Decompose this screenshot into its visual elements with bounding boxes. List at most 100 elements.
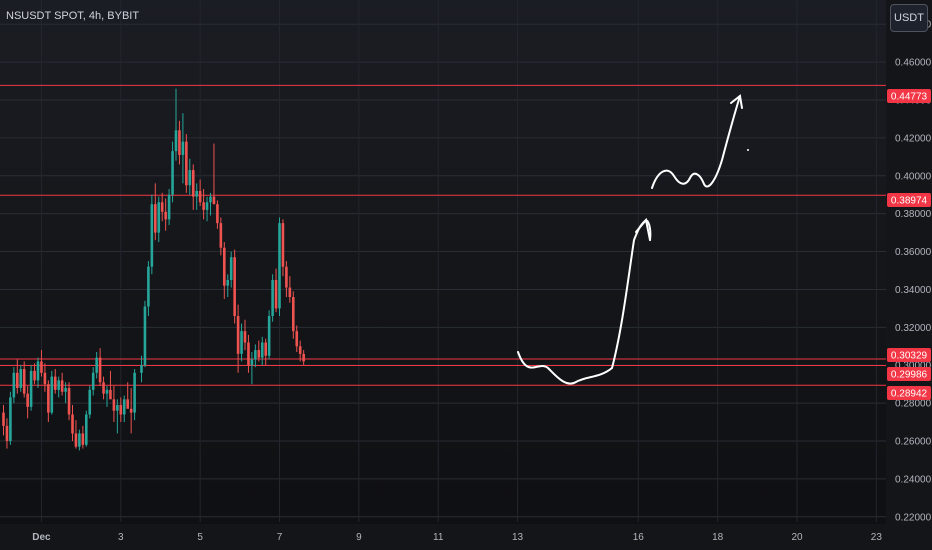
candle-body [185,141,188,186]
time-axis-panel [0,524,886,550]
candle-body [119,405,123,415]
price-tag-label: 0.28942 [891,389,928,400]
candle-body [302,353,305,362]
candle-body [74,433,78,447]
price-tag [887,386,931,400]
candle-body [233,257,236,316]
price-tag-label: 0.30329 [891,351,928,362]
candle-body [102,382,105,394]
candle-body [274,279,278,309]
candle-body [154,204,157,233]
arrow-head-1-drawing[interactable] [635,217,651,241]
candle-body [150,204,154,267]
price-axis: 0.480000.460000.440000.420000.400000.380… [886,0,932,550]
symbol-title: NSUSDT SPOT, 4h, BYBIT [6,10,140,22]
candle-body [267,315,271,356]
candle-body [178,130,181,155]
x-tick-label: 16 [633,532,645,543]
candle-body [105,389,109,394]
candle-body [157,202,161,233]
candle-body [264,342,267,356]
y-tick-label: 0.34000 [895,285,932,296]
y-tick-label: 0.36000 [895,247,932,258]
y-tick-label: 0.24000 [895,474,932,485]
candle-body [240,331,243,354]
y-tick-label: 0.28000 [895,399,932,410]
candle-body [254,350,257,360]
candle-body [60,380,64,392]
y-tick-label: 0.42000 [895,133,932,144]
candle-body [95,357,98,373]
candle-body [247,342,250,366]
candle-body [278,223,281,309]
candle-body [205,202,209,210]
candle-body [295,331,299,347]
x-tick-label: 13 [512,532,524,543]
candle-body [122,399,126,415]
candle-body [129,408,133,413]
candle-body [188,170,192,186]
price-tag [887,89,931,103]
x-tick-label: 18 [712,532,724,543]
candle-body [109,389,112,400]
candle-body [164,211,167,220]
y-tick-label: 0.22000 [895,512,932,523]
x-tick-label: 5 [197,532,203,543]
candle-body [57,380,60,390]
candle-body [50,376,54,413]
candle-body [143,306,147,366]
candle-body [174,130,178,152]
candle-body [81,433,85,445]
price-tag [887,193,931,207]
candle-body [243,331,247,343]
candle-body [181,141,185,155]
candles [2,88,305,451]
candle-body [47,384,50,413]
candle-body [171,151,174,195]
candle-body [88,389,92,415]
candle-body [133,372,136,413]
candle-body [67,387,71,415]
currency-button[interactable]: USDT [890,4,928,32]
y-tick-label: 0.40000 [895,171,932,182]
candle-body [285,266,288,288]
y-tick-label: 0.26000 [895,437,932,448]
candle-body [236,315,240,354]
candle-body [226,279,230,286]
drawing-dot [747,149,749,151]
candle-body [195,190,198,197]
candle-body [85,414,88,445]
candle-body [257,350,261,358]
candle-body [91,372,95,390]
candle-body [40,361,43,373]
candle-body [126,399,129,409]
time-axis: Dec 3 5 7 9 11 13 16 18 20 23 [0,524,886,550]
candle-body [281,223,285,267]
y-tick-label: 0.32000 [895,323,932,334]
candle-body [5,425,9,442]
candle-body [53,376,57,390]
candle-body [22,369,26,394]
candle-body [271,279,274,316]
candle-body [216,204,219,224]
candle-body [29,370,33,407]
projected-path-2-drawing[interactable] [651,95,741,189]
candle-body [98,357,102,383]
grid [0,0,886,522]
candle-body [147,266,150,307]
x-tick-label: 9 [356,532,362,543]
price-tag-label: 0.44773 [891,92,928,103]
price-tag-label: 0.38974 [891,196,928,207]
arrow-head-2-drawing[interactable] [730,94,743,109]
candle-body [167,194,171,220]
x-tick-label: Dec [32,532,51,543]
x-tick-label: 11 [433,532,444,543]
drawings [517,94,749,385]
candle-body [64,387,67,392]
price-tag-label: 0.29986 [891,370,928,381]
x-tick-label: 23 [871,532,883,543]
candle-body [33,370,36,381]
horizontal-levels [0,84,886,386]
